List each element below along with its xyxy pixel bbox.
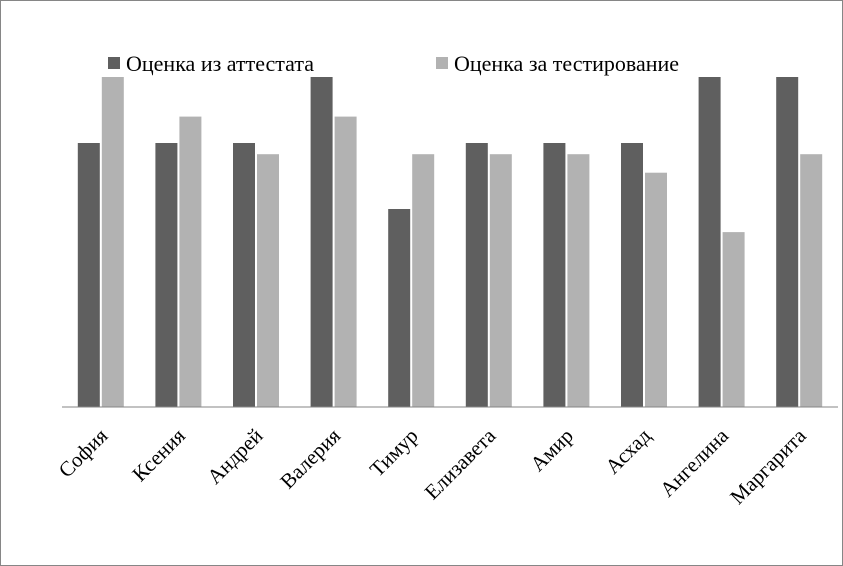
bar-2-1 <box>179 116 202 407</box>
bar-1-2 <box>233 143 255 407</box>
bar-2-9 <box>800 154 823 407</box>
bar-2-6 <box>567 154 590 407</box>
bar-1-1 <box>155 143 178 407</box>
bar-2-7 <box>645 172 667 407</box>
bar-1-8 <box>698 77 721 407</box>
legend: Оценка из аттестата Оценка за тестирован… <box>108 51 679 76</box>
bar-2-4 <box>412 154 435 407</box>
x-tick-label-2: Андрей <box>202 424 267 489</box>
legend-swatch-series-2 <box>436 57 448 69</box>
bar-2-5 <box>489 154 512 407</box>
bar-1-5 <box>465 143 488 407</box>
legend-swatch-series-1 <box>108 57 120 69</box>
x-tick-label-9: Маргарита <box>725 423 811 509</box>
x-tick-label-7: Асхад <box>600 423 655 478</box>
bars-group <box>77 77 823 407</box>
bar-1-0 <box>77 143 100 407</box>
bar-1-6 <box>543 143 566 407</box>
bar-1-9 <box>776 77 799 407</box>
bar-2-8 <box>722 232 745 407</box>
bar-2-2 <box>257 154 279 407</box>
x-tick-label-0: София <box>54 423 113 482</box>
legend-label-series-1: Оценка из аттестата <box>126 51 314 76</box>
bar-2-3 <box>334 116 357 407</box>
bar-1-3 <box>310 77 333 407</box>
x-tick-label-3: Валерия <box>275 423 345 493</box>
legend-label-series-2: Оценка за тестирование <box>454 51 679 76</box>
bar-2-0 <box>101 77 124 407</box>
x-tick-label-8: Ангелина <box>655 423 734 502</box>
x-tick-label-4: Тимур <box>365 424 423 482</box>
bar-1-7 <box>621 143 643 407</box>
bar-1-4 <box>388 209 411 407</box>
x-tick-label-6: Амир <box>525 424 577 476</box>
x-tick-label-1: Ксения <box>127 423 190 486</box>
x-tick-label-5: Елизавета <box>420 423 501 504</box>
